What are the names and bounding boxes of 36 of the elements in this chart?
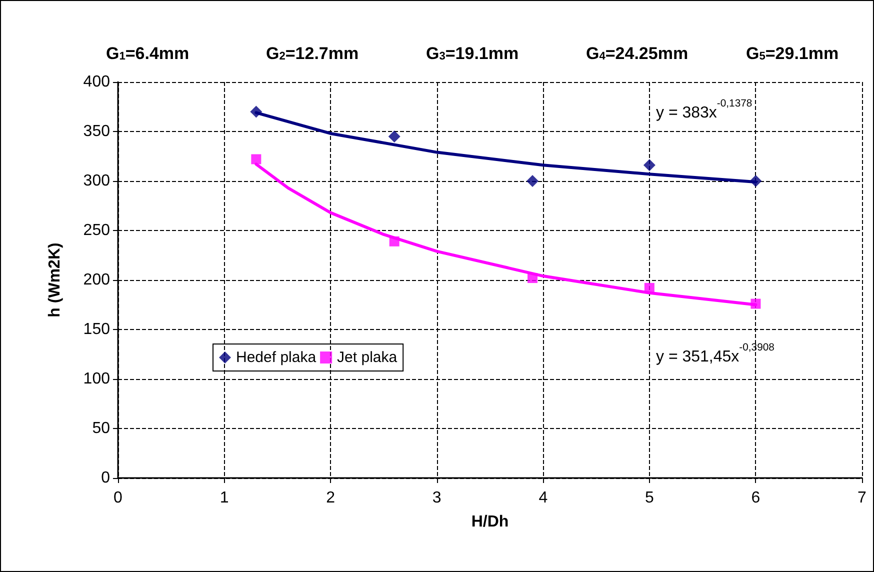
point <box>644 282 654 293</box>
y-tick-label: 400 <box>83 74 110 90</box>
x-tick-label: 6 <box>751 490 760 506</box>
x-tick-label: 0 <box>114 490 123 506</box>
point <box>251 154 262 164</box>
point <box>643 159 656 172</box>
text: G2=12.7mm <box>266 44 359 63</box>
point <box>750 175 762 187</box>
y-tick-label: 250 <box>83 222 110 239</box>
y-tick-label: 50 <box>92 420 110 437</box>
point <box>528 273 538 284</box>
y-axis-title: h (Wm2K) <box>46 242 64 318</box>
x-tick-label: 1 <box>220 490 229 506</box>
legend-label: Jet plaka <box>337 349 398 366</box>
y-tick-label: 350 <box>83 123 110 140</box>
text: G3=19.1mm <box>426 44 519 63</box>
point <box>250 106 262 118</box>
point <box>526 175 539 187</box>
x-tick-label: 4 <box>538 490 548 506</box>
point <box>388 130 400 142</box>
x-tick-label: 2 <box>326 490 336 506</box>
legend-label: Hedef plaka <box>236 349 317 366</box>
point <box>750 298 761 309</box>
x-axis-title: H/Dh <box>471 514 509 530</box>
y-tick-label: 150 <box>83 321 110 338</box>
text: G4=24.25mm <box>586 44 688 63</box>
point <box>389 236 400 246</box>
x-tick-label: 7 <box>858 490 867 506</box>
y-tick-label: 0 <box>101 470 110 486</box>
x-tick-label: 5 <box>644 490 654 506</box>
text: G1=6.4mm <box>106 44 190 63</box>
text: G5=29.1mm <box>746 44 839 63</box>
y-tick-label: 200 <box>83 272 110 288</box>
x-tick-label: 3 <box>432 490 442 506</box>
y-tick-label: 300 <box>83 172 110 190</box>
y-tick-label: 100 <box>83 370 110 388</box>
